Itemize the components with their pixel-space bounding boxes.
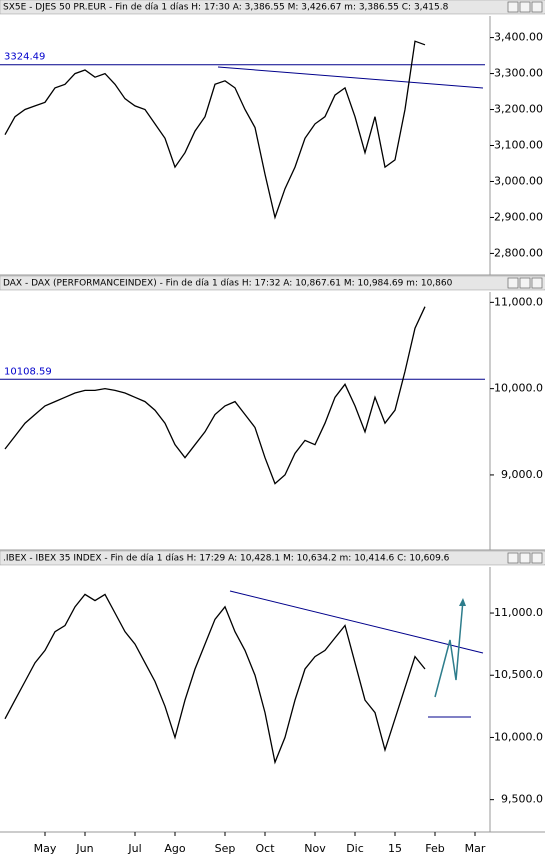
y-tick-label: 3,200.00: [494, 103, 543, 116]
window-button: [519, 1, 531, 13]
price-line: [4, 306, 426, 485]
window-button: [519, 552, 531, 564]
y-tick-label: 2,800.00: [494, 246, 543, 259]
x-tick-label: May: [34, 842, 57, 855]
panel-title: SX5E - DJES 50 PR.EUR - Fin de día 1 día…: [3, 3, 449, 13]
y-tick-label: 10,000.0: [494, 382, 543, 395]
x-tick-label: Ago: [164, 842, 186, 855]
header-bar: [0, 0, 545, 15]
x-tick-label: 15: [388, 842, 402, 855]
level-label: 10108.59: [4, 366, 52, 377]
projection-arrow: [434, 599, 464, 698]
x-tick-label: Sep: [215, 842, 236, 855]
trend-line: [217, 66, 484, 89]
y-tick-label: 10,000.0: [494, 730, 543, 743]
y-tick-label: 11,000.0: [494, 295, 543, 308]
price-line: [4, 593, 426, 765]
header-bar: [0, 550, 545, 566]
x-tick-label: Dic: [346, 842, 364, 855]
y-tick-label: 11,000.0: [494, 606, 543, 619]
panel-title: .IBEX - IBEX 35 INDEX - Fin de día 1 día…: [3, 554, 450, 564]
panel-title: DAX - DAX (PERFORMANCEINDEX) - Fin de dí…: [3, 279, 453, 289]
x-tick-label: Jun: [75, 842, 93, 855]
y-tick-label: 3,400.00: [494, 31, 543, 44]
window-button: [507, 1, 519, 13]
trend-line: [229, 590, 484, 654]
window-button: [507, 552, 519, 564]
level-label: 3324.49: [4, 52, 45, 63]
x-tick-label: Jul: [127, 842, 141, 855]
window-button: [531, 1, 543, 13]
window-button: [519, 277, 531, 289]
y-tick-label: 3,100.00: [494, 139, 543, 152]
y-tick-label: 9,500.0: [501, 793, 543, 806]
header-bar: [0, 275, 545, 291]
x-tick-label: Oct: [255, 842, 275, 855]
x-tick-label: Feb: [425, 842, 444, 855]
y-tick-label: 2,900.00: [494, 210, 543, 223]
arrow-head: [459, 598, 466, 606]
x-tick-label: Mar: [465, 842, 486, 855]
y-tick-label: 3,000.00: [494, 174, 543, 187]
window-button: [507, 277, 519, 289]
x-tick-label: Nov: [304, 842, 326, 855]
price-line: [4, 40, 426, 220]
y-tick-label: 10,500.0: [494, 668, 543, 681]
window-button: [531, 277, 543, 289]
window-button: [531, 552, 543, 564]
y-tick-label: 9,000.0: [501, 468, 543, 481]
y-tick-label: 3,300.00: [494, 67, 543, 80]
